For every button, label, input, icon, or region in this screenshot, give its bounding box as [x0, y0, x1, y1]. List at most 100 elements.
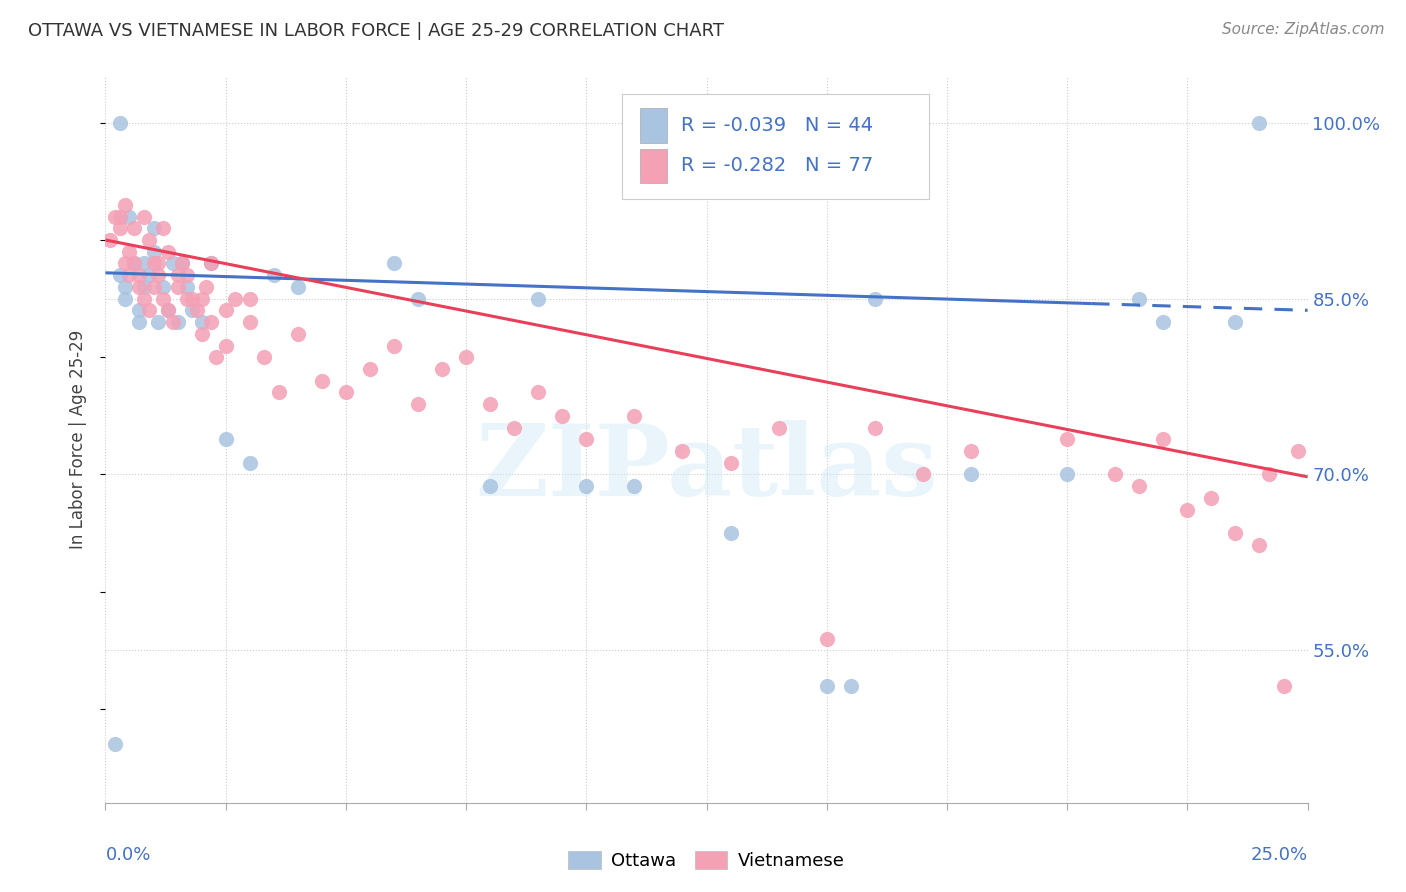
Text: 25.0%: 25.0%	[1250, 847, 1308, 864]
Point	[190, 315, 212, 329]
Point	[132, 256, 155, 270]
Point	[863, 292, 886, 306]
Point	[200, 256, 222, 270]
Text: Source: ZipAtlas.com: Source: ZipAtlas.com	[1222, 22, 1385, 37]
Point	[108, 268, 131, 282]
Point	[311, 374, 333, 388]
Point	[1249, 538, 1271, 552]
Point	[287, 326, 309, 341]
Point	[1225, 526, 1247, 541]
Point	[960, 467, 983, 482]
Point	[214, 433, 236, 447]
Text: R = -0.282   N = 77: R = -0.282 N = 77	[682, 156, 873, 176]
Text: 0.0%: 0.0%	[105, 847, 150, 864]
Point	[190, 292, 212, 306]
Point	[1152, 315, 1174, 329]
Point	[575, 433, 598, 447]
Point	[190, 326, 212, 341]
Point	[1056, 467, 1078, 482]
Point	[239, 292, 262, 306]
Point	[162, 256, 184, 270]
FancyBboxPatch shape	[640, 149, 666, 184]
Point	[479, 479, 502, 493]
Point	[172, 256, 194, 270]
Point	[575, 479, 598, 493]
Point	[166, 280, 188, 294]
Point	[1056, 433, 1078, 447]
Point	[118, 268, 141, 282]
Point	[152, 292, 174, 306]
Point	[1128, 479, 1150, 493]
Legend: Ottawa, Vietnamese: Ottawa, Vietnamese	[561, 844, 852, 878]
Point	[176, 292, 198, 306]
Point	[124, 256, 146, 270]
Point	[138, 303, 160, 318]
Point	[214, 303, 236, 318]
Point	[138, 233, 160, 247]
Point	[124, 221, 146, 235]
Point	[503, 420, 526, 434]
Point	[176, 268, 198, 282]
Point	[156, 303, 179, 318]
Point	[172, 256, 194, 270]
Point	[839, 679, 862, 693]
Point	[382, 338, 405, 352]
Point	[239, 456, 262, 470]
Point	[671, 444, 693, 458]
Point	[224, 292, 246, 306]
Point	[186, 303, 208, 318]
Point	[166, 315, 188, 329]
Point	[863, 420, 886, 434]
Point	[335, 385, 357, 400]
Point	[142, 221, 165, 235]
Point	[406, 292, 429, 306]
Point	[148, 268, 170, 282]
Point	[527, 385, 550, 400]
Point	[720, 456, 742, 470]
Point	[382, 256, 405, 270]
Point	[142, 280, 165, 294]
Text: ZIPatlas: ZIPatlas	[475, 420, 938, 516]
Point	[132, 292, 155, 306]
Point	[239, 315, 262, 329]
Point	[152, 221, 174, 235]
Point	[551, 409, 574, 423]
Point	[815, 679, 838, 693]
Point	[98, 233, 121, 247]
Point	[152, 280, 174, 294]
Text: R = -0.039   N = 44: R = -0.039 N = 44	[682, 116, 873, 135]
Point	[406, 397, 429, 411]
Point	[108, 116, 131, 130]
Point	[195, 280, 218, 294]
Point	[359, 362, 381, 376]
Point	[527, 292, 550, 306]
Point	[1272, 679, 1295, 693]
Point	[128, 315, 150, 329]
Point	[114, 280, 136, 294]
Point	[128, 303, 150, 318]
Point	[960, 444, 983, 458]
Point	[768, 420, 790, 434]
Point	[181, 303, 204, 318]
Point	[124, 256, 146, 270]
FancyBboxPatch shape	[623, 94, 929, 200]
Point	[114, 256, 136, 270]
Point	[104, 737, 127, 751]
Point	[623, 479, 645, 493]
Point	[720, 526, 742, 541]
Point	[253, 350, 276, 364]
Point	[479, 397, 502, 411]
Point	[132, 210, 155, 224]
Point	[1258, 467, 1281, 482]
Point	[142, 256, 165, 270]
Point	[214, 338, 236, 352]
Point	[114, 198, 136, 212]
Point	[181, 292, 204, 306]
Point	[176, 280, 198, 294]
Point	[104, 210, 127, 224]
Point	[1225, 315, 1247, 329]
Point	[430, 362, 453, 376]
Point	[287, 280, 309, 294]
Point	[1128, 292, 1150, 306]
Point	[162, 315, 184, 329]
